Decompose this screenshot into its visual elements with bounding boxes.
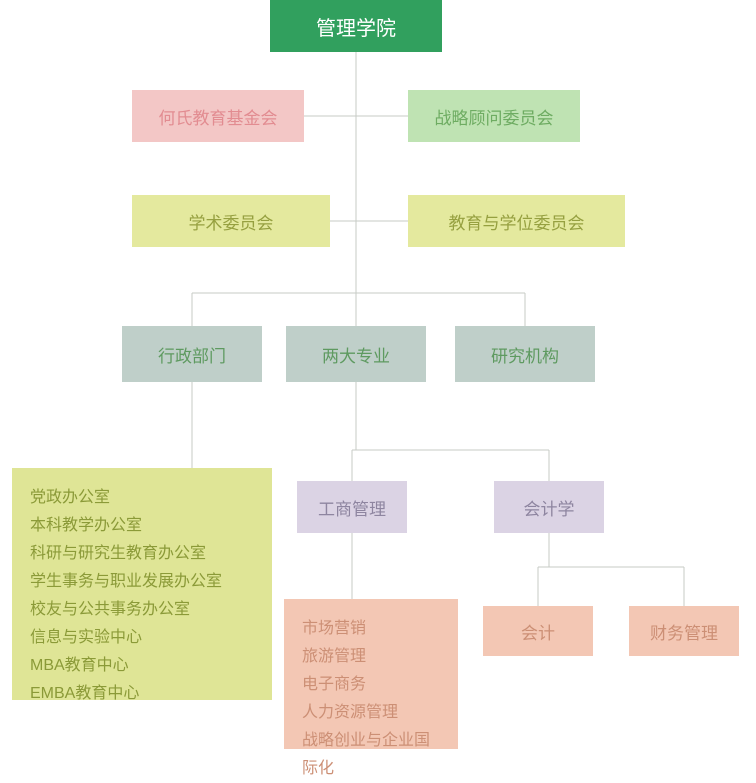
node-label: 会计学 [524,495,575,520]
node-label: 财务管理 [650,619,718,644]
node-label: 学术委员会 [189,209,274,234]
node-label: 两大专业 [322,342,390,367]
list-item: 旅游管理 [302,643,440,671]
node-root: 管理学院 [270,0,442,52]
node-admin-list: 党政办公室本科教学办公室科研与研究生教育办公室学生事务与职业发展办公室校友与公共… [12,468,272,700]
node-label: 研究机构 [491,342,559,367]
node-label: 教育与学位委员会 [449,209,585,234]
node-edudegree: 教育与学位委员会 [408,195,625,247]
node-academic: 学术委员会 [132,195,330,247]
node-acct-sub1: 会计 [483,606,593,656]
node-label: 行政部门 [158,342,226,367]
node-label: 工商管理 [318,495,386,520]
node-fund: 何氏教育基金会 [132,90,304,142]
list-item: 本科教学办公室 [30,512,254,540]
node-majors: 两大专业 [286,326,426,382]
list-item: 战略创业与企业国际化 [302,727,440,783]
node-advisory: 战略顾问委员会 [408,90,580,142]
node-label: 战略顾问委员会 [435,104,554,129]
list-item: MBA教育中心 [30,652,254,680]
list-item: 市场营销 [302,615,440,643]
list-item: 电子商务 [302,671,440,699]
node-label: 管理学院 [316,12,396,41]
node-label: 何氏教育基金会 [159,104,278,129]
list-item: 人力资源管理 [302,699,440,727]
list-item: 科研与研究生教育办公室 [30,540,254,568]
node-acct-sub2: 财务管理 [629,606,739,656]
node-acct: 会计学 [494,481,604,533]
list-item: 学生事务与职业发展办公室 [30,568,254,596]
node-research: 研究机构 [455,326,595,382]
list-item: 信息与实验中心 [30,624,254,652]
node-label: 会计 [521,619,555,644]
node-biz-list: 市场营销旅游管理电子商务人力资源管理战略创业与企业国际化 [284,599,458,749]
list-item: 校友与公共事务办公室 [30,596,254,624]
node-biz: 工商管理 [297,481,407,533]
list-item: EMBA教育中心 [30,680,254,708]
node-admin: 行政部门 [122,326,262,382]
list-item: 党政办公室 [30,484,254,512]
